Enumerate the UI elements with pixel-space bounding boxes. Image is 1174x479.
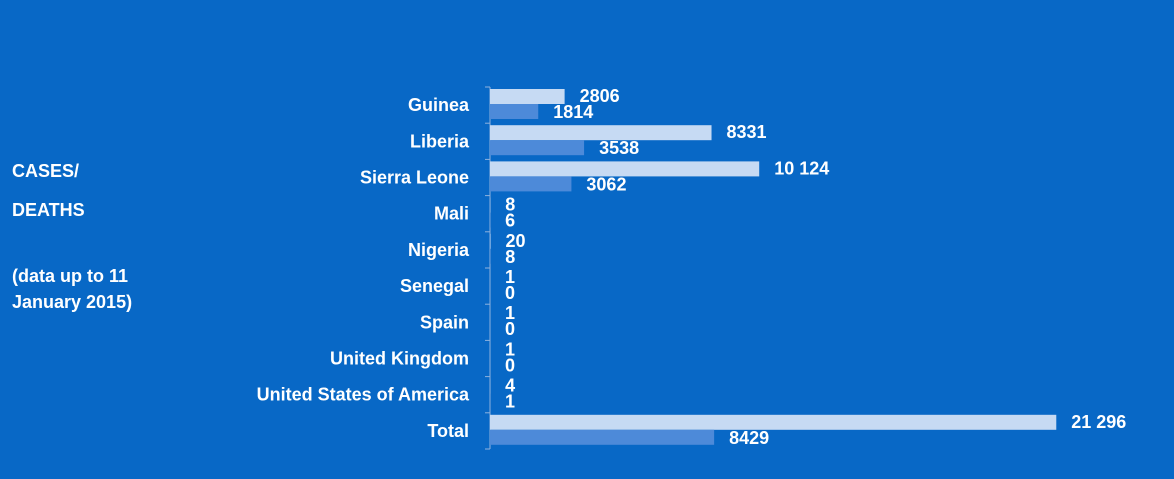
category-label: Spain xyxy=(420,312,469,332)
category-label: Mali xyxy=(434,204,469,224)
category-label: Senegal xyxy=(400,276,469,296)
category-label: Sierra Leone xyxy=(360,168,469,188)
cases-value-label: 1 xyxy=(505,267,515,287)
cases-value-label: 4 xyxy=(505,376,515,396)
cases-bar xyxy=(490,125,712,141)
cases-value-label: 8331 xyxy=(727,122,767,142)
deaths-value-label: 3538 xyxy=(599,138,639,158)
cases-bar xyxy=(490,89,565,104)
deaths-value-label: 8 xyxy=(505,247,515,267)
side-title-line2: DEATHS xyxy=(12,200,85,220)
deaths-bar xyxy=(490,104,539,119)
category-label: Liberia xyxy=(410,131,470,151)
cases-value-label: 2806 xyxy=(580,86,620,106)
category-label: Guinea xyxy=(408,95,470,115)
cases-value-label: 1 xyxy=(505,303,515,323)
category-label: Total xyxy=(427,421,469,441)
cases-value-label: 8 xyxy=(505,195,515,215)
deaths-value-label: 1 xyxy=(505,392,515,412)
deaths-bar xyxy=(490,429,715,445)
category-label: United Kingdom xyxy=(330,349,469,369)
deaths-bar xyxy=(490,176,572,192)
deaths-value-label: 1814 xyxy=(553,102,593,122)
deaths-value-label: 6 xyxy=(505,211,515,231)
cases-value-label: 20 xyxy=(506,231,526,251)
category-label: United States of America xyxy=(257,385,470,405)
deaths-value-label: 0 xyxy=(505,283,515,303)
category-label: Nigeria xyxy=(408,240,470,260)
cases-bar xyxy=(490,414,1057,430)
cases-value-label: 21 296 xyxy=(1071,412,1126,432)
deaths-value-label: 3062 xyxy=(586,174,626,194)
side-note-line1: (data up to 11 xyxy=(12,266,129,286)
side-title-line1: CASES/ xyxy=(12,161,80,181)
cases-bar xyxy=(490,161,760,177)
cases-bar xyxy=(490,233,491,249)
deaths-value-label: 8429 xyxy=(729,428,769,448)
cases-value-label: 1 xyxy=(505,339,515,359)
deaths-value-label: 0 xyxy=(505,319,515,339)
deaths-value-label: 0 xyxy=(505,355,515,375)
side-note-line2: January 2015) xyxy=(12,292,133,312)
deaths-bar xyxy=(490,140,585,156)
cases-value-label: 10 124 xyxy=(774,158,829,178)
